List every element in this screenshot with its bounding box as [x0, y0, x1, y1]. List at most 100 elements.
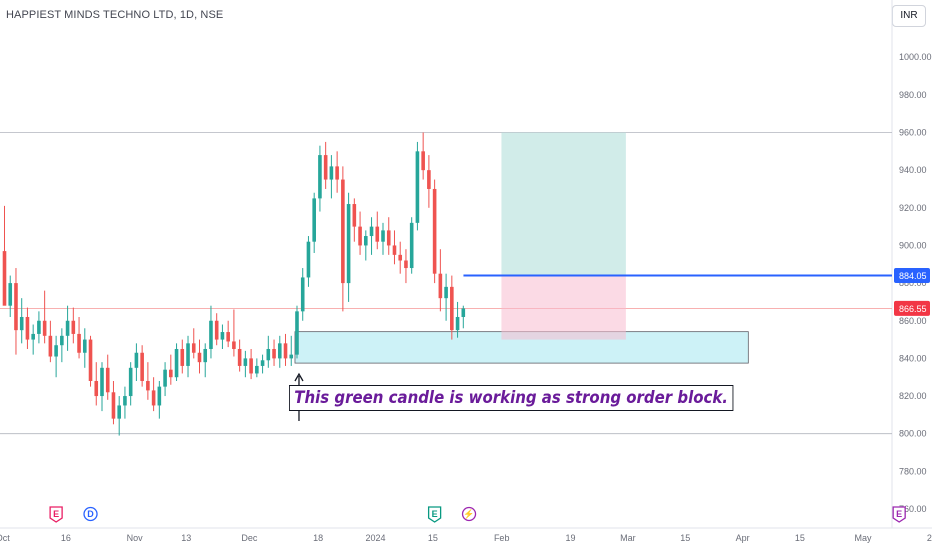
y-axis-tick-label: 980.00 [899, 90, 927, 100]
candle-body [88, 339, 93, 381]
candle-body [174, 348, 179, 378]
candle-body [323, 155, 328, 180]
candle-body [358, 226, 362, 246]
candle-body [455, 316, 460, 331]
entry-price-label-box [894, 267, 930, 283]
event-badge-shield[interactable] [892, 506, 906, 523]
candle-body [111, 392, 116, 419]
candle-body [295, 311, 299, 355]
y-axis-tick-label: 960.00 [899, 128, 927, 138]
x-axis-tick-label: 16 [61, 533, 71, 543]
x-axis-tick-label: May [855, 533, 873, 543]
candle-body [203, 348, 208, 363]
event-badge-label: E [896, 509, 902, 519]
y-axis-tick-label: 780.00 [899, 466, 927, 476]
x-axis-tick-label: 15 [795, 533, 805, 543]
candle-body [260, 360, 265, 366]
candle-body [214, 320, 219, 340]
candle-body [163, 369, 167, 387]
x-axis-tick-label: 19 [566, 533, 576, 543]
candle-body [243, 358, 248, 366]
candle-body [37, 320, 41, 334]
candle-body [352, 204, 357, 227]
candle-body [398, 254, 403, 261]
x-axis-tick-label: 13 [181, 533, 191, 543]
candle-body [2, 251, 7, 306]
event-badge-shield[interactable] [427, 506, 442, 523]
chart-title: HAPPIEST MINDS TECHNO LTD, 1D, NSE [6, 9, 224, 21]
candle-body [60, 335, 64, 346]
y-axis-tick-label: 940.00 [899, 165, 927, 175]
candle-body [186, 343, 190, 366]
candle-body [25, 316, 30, 340]
candle-body [444, 286, 448, 299]
x-axis-tick-label: 18 [313, 533, 323, 543]
x-axis-tick-label: Nov [127, 533, 144, 543]
x-axis-tick-label: Apr [736, 533, 750, 543]
candle-body [409, 222, 414, 269]
candle-body [277, 343, 282, 359]
candle-body [427, 170, 431, 189]
event-badge-label: D [87, 509, 94, 519]
candle-body [329, 166, 334, 180]
x-axis-tick-label: 15 [680, 533, 690, 543]
candle-body [386, 230, 391, 246]
candle-body [369, 226, 374, 237]
candle-body [421, 151, 425, 171]
candle-body [54, 345, 58, 357]
x-axis-tick-label: Feb [494, 533, 510, 543]
y-axis-tick-label: 760.00 [899, 504, 927, 514]
candle-body [191, 343, 196, 353]
candle-body [318, 155, 322, 199]
y-axis-tick-label: 900.00 [899, 240, 927, 250]
candle-body [341, 179, 345, 284]
candle-body [19, 316, 24, 331]
candle-body [272, 348, 276, 359]
event-badge-label: ⚡ [463, 508, 474, 520]
candle-body [105, 367, 110, 393]
candle-body [226, 332, 230, 342]
candle-body [461, 308, 466, 317]
candle-body [14, 283, 18, 331]
candle-body [140, 352, 144, 381]
candle-body [82, 339, 87, 353]
x-axis-tick-label: Oct [0, 533, 10, 543]
event-badge-circle[interactable] [461, 506, 477, 522]
candle-body [100, 367, 104, 397]
candle-body [375, 226, 380, 242]
candle-body [237, 348, 242, 366]
candle-body [209, 320, 213, 349]
candle-body [71, 320, 76, 334]
candle-body [438, 273, 443, 299]
x-axis-tick-label: 20 [927, 533, 932, 543]
candle-body [266, 348, 271, 361]
event-badge-label: E [53, 509, 59, 519]
stop-loss-zone[interactable] [501, 275, 626, 340]
event-badge-label: E [432, 509, 438, 519]
candle-body [128, 367, 133, 397]
event-badge-circle[interactable] [83, 506, 98, 522]
candle-body [157, 386, 162, 406]
candle-body [31, 333, 35, 340]
y-axis-tick-label: 860.00 [899, 316, 927, 326]
x-axis-tick-label: 15 [428, 533, 438, 543]
candle-body [346, 204, 351, 284]
y-axis-tick-label: 1000.00 [899, 52, 932, 62]
candle-body [8, 283, 13, 306]
candle-body [432, 188, 437, 274]
profit-target-zone[interactable] [501, 132, 626, 276]
y-axis-tick-label: 840.00 [899, 353, 927, 363]
candle-body [335, 166, 339, 180]
candle-body [283, 343, 288, 359]
y-axis-tick-label: 800.00 [899, 429, 927, 439]
candle-body [306, 241, 311, 278]
candle-body [364, 236, 368, 246]
candle-body [94, 380, 99, 397]
x-axis-tick-label: Dec [241, 533, 258, 543]
candle-body [232, 341, 236, 349]
candle-body [404, 260, 408, 269]
up-arrow-head [294, 372, 304, 382]
event-badge-shield[interactable] [49, 506, 63, 523]
candle-body [42, 320, 47, 336]
